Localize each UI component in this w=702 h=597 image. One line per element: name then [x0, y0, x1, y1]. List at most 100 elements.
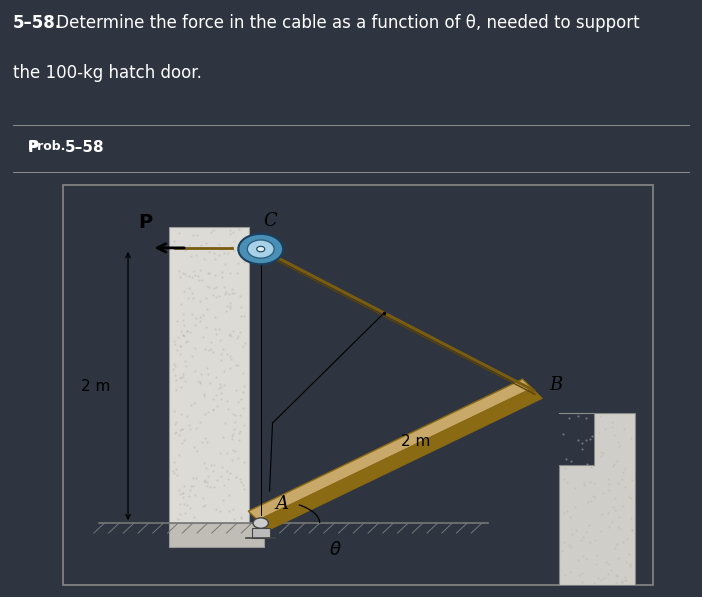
Point: [573, 436, 584, 445]
Point: [199, 477, 210, 487]
Point: [607, 518, 618, 527]
Point: [609, 493, 621, 503]
Point: [206, 227, 217, 236]
Point: [581, 435, 592, 445]
Point: [613, 553, 624, 562]
Point: [176, 383, 187, 392]
Text: A: A: [275, 495, 289, 513]
Point: [193, 275, 204, 285]
Point: [179, 376, 190, 386]
Point: [194, 378, 206, 387]
Point: [204, 378, 216, 387]
Point: [201, 304, 213, 314]
Point: [184, 240, 195, 250]
Point: [209, 270, 220, 280]
Point: [617, 501, 628, 510]
Text: P: P: [139, 213, 153, 232]
Point: [607, 422, 618, 432]
Point: [616, 577, 628, 586]
Point: [210, 504, 221, 514]
Point: [211, 373, 222, 382]
Point: [189, 266, 200, 276]
Point: [227, 504, 239, 513]
Bar: [252, 528, 270, 538]
Point: [221, 466, 232, 475]
Point: [225, 303, 236, 313]
Point: [569, 502, 581, 512]
Point: [176, 424, 187, 434]
Point: [557, 429, 569, 438]
Point: [224, 225, 235, 235]
Text: 5–58: 5–58: [65, 140, 104, 155]
Point: [576, 536, 587, 545]
Point: [609, 543, 620, 553]
Point: [174, 485, 185, 495]
Point: [204, 268, 215, 278]
Point: [190, 251, 201, 260]
Point: [171, 316, 183, 325]
Point: [211, 402, 223, 411]
Point: [236, 477, 247, 487]
Point: [217, 432, 228, 442]
Point: [618, 424, 630, 433]
Point: [190, 424, 201, 433]
Point: [190, 343, 201, 352]
Point: [181, 411, 192, 420]
Point: [181, 500, 192, 510]
Point: [208, 405, 219, 415]
Point: [611, 456, 623, 466]
Point: [585, 496, 596, 506]
Point: [624, 561, 635, 571]
Point: [175, 426, 186, 435]
Point: [167, 466, 178, 476]
Point: [171, 417, 182, 427]
Point: [216, 383, 227, 392]
Point: [237, 480, 249, 490]
Point: [619, 576, 630, 585]
Point: [187, 473, 199, 483]
Point: [595, 526, 607, 536]
Point: [577, 444, 588, 454]
Point: [590, 536, 601, 545]
Point: [188, 442, 199, 452]
Point: [236, 311, 247, 321]
Text: P: P: [28, 140, 39, 155]
Point: [236, 301, 247, 311]
Point: [176, 372, 187, 381]
Point: [584, 435, 595, 444]
Point: [185, 400, 197, 410]
Point: [179, 245, 190, 255]
Point: [559, 463, 571, 473]
Point: [173, 515, 184, 524]
Point: [585, 478, 596, 487]
Point: [220, 290, 231, 299]
Point: [201, 363, 212, 373]
Point: [179, 435, 190, 445]
Point: [593, 427, 604, 437]
Point: [182, 327, 193, 336]
Point: [234, 474, 246, 484]
Point: [228, 424, 239, 433]
Point: [559, 508, 570, 518]
Point: [228, 245, 239, 255]
Point: [217, 344, 228, 353]
Point: [216, 394, 227, 404]
Point: [224, 301, 235, 310]
Point: [230, 472, 241, 482]
Point: [201, 293, 212, 303]
Point: [170, 361, 181, 370]
Point: [176, 424, 187, 434]
Point: [178, 492, 189, 501]
Point: [173, 450, 185, 460]
Point: [595, 576, 607, 585]
Point: [577, 533, 588, 542]
Text: the 100-kg hatch door.: the 100-kg hatch door.: [13, 64, 201, 82]
Point: [625, 559, 636, 569]
Point: [602, 570, 614, 579]
Point: [168, 336, 180, 346]
Point: [210, 282, 221, 292]
Point: [194, 417, 206, 427]
Point: [590, 559, 602, 569]
Point: [177, 373, 188, 382]
Point: [602, 508, 614, 518]
